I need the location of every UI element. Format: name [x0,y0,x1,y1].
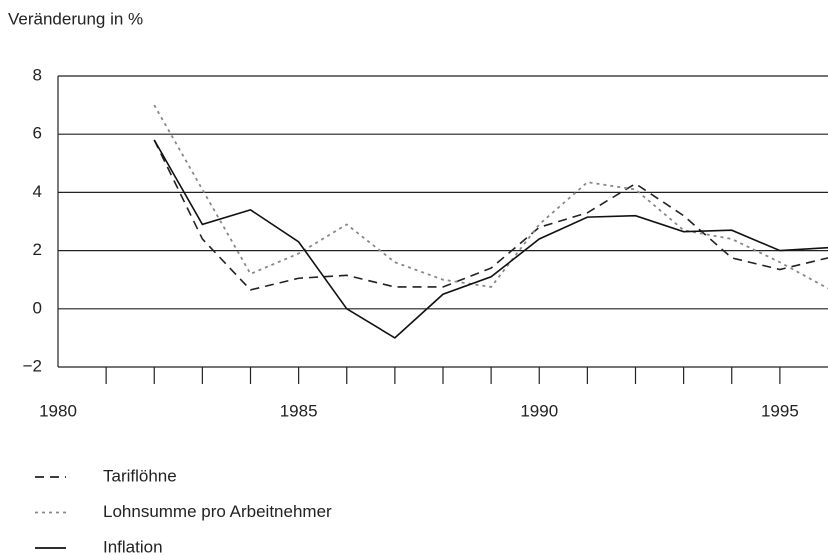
x-tick-label: 1990 [520,401,558,420]
legend-label: Lohnsumme pro Arbeitnehmer [103,502,332,521]
legend-label: Inflation [103,537,163,555]
y-tick-label: 2 [33,240,42,259]
y-tick-label: 8 [33,65,42,84]
y-tick-label: 0 [33,298,42,317]
y-tick-label: −2 [23,356,42,375]
series-line [153,104,828,290]
series-line [153,139,828,291]
legend-label: Tariflöhne [103,466,177,485]
x-tick-label: 1985 [280,401,318,420]
y-tick-label: 4 [33,182,42,201]
x-tick-label: 1980 [39,401,77,420]
x-tick-label: 1995 [761,401,799,420]
series-line [153,139,828,339]
y-tick-label: 6 [33,124,42,143]
y-axis-label: Veränderung in % [8,9,143,28]
